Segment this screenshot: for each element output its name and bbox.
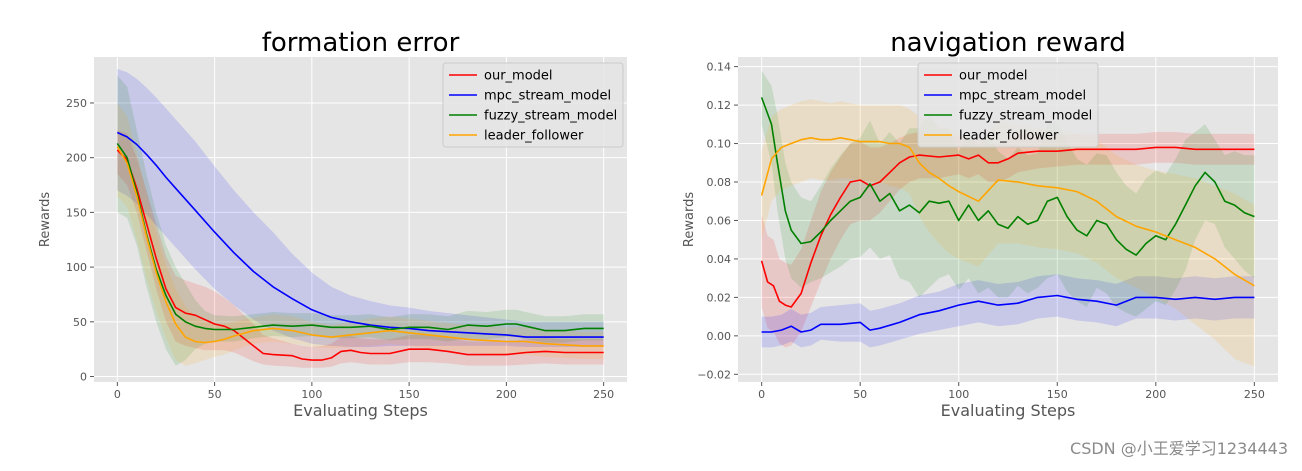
legend-box: [442, 62, 624, 148]
x-tick-label: 250: [593, 388, 614, 401]
legend-label-fuzzy_stream_model: fuzzy_stream_model: [959, 109, 1092, 124]
chart-panel-1: 0 50 100 150 200 250 0 50 100 150 200 250 formation …: [38, 28, 627, 420]
y-tick-label: 0.04: [707, 253, 732, 266]
series-line-mpc_stream_model: [761, 294, 1255, 333]
x-axis-label: Evaluating Steps: [293, 401, 428, 420]
series-line-mpc_stream_model: [116, 131, 604, 338]
y-tick-label: 200: [66, 152, 87, 165]
series-line-fuzzy_stream_model: [116, 142, 604, 332]
x-tick-label: 150: [399, 388, 420, 401]
band-leader_follower: [117, 103, 604, 366]
x-tick-label: 100: [301, 388, 322, 401]
legend-label-leader_follower: leader_follower: [959, 129, 1059, 144]
x-tick-label: 200: [496, 388, 517, 401]
band-mpc_stream_model: [761, 274, 1255, 348]
band-fuzzy_stream_model: [761, 70, 1255, 317]
series-line-fuzzy_stream_model: [760, 97, 1255, 256]
x-axis-label: Evaluating Steps: [941, 401, 1076, 420]
series-line-our_model: [760, 146, 1255, 308]
chart-title: formation error: [262, 28, 460, 58]
band-mpc_stream_model: [117, 69, 604, 347]
legend: our_model mpc_stream_model fuzzy_stream_mo…: [917, 62, 1099, 148]
y-tick-label: 0.06: [707, 214, 732, 227]
y-tick-label: 0.02: [707, 291, 732, 304]
band-our_model: [761, 132, 1255, 348]
y-tick-label: 150: [66, 206, 87, 219]
x-tick-label: 50: [208, 388, 222, 401]
y-axis-label: Rewards: [38, 192, 53, 247]
series-line-leader_follower: [760, 137, 1255, 287]
x-tick-label: 100: [948, 388, 969, 401]
y-tick-label: 0: [80, 371, 87, 384]
x-tick-label: 50: [853, 388, 867, 401]
chart-title: navigation reward: [890, 28, 1126, 58]
y-axis-label: Rewards: [682, 192, 697, 247]
y-tick-label: 0.10: [707, 138, 732, 151]
watermark: CSDN @小王爱学习1234443: [1070, 439, 1288, 458]
series-line-leader_follower: [116, 146, 604, 347]
chart-panel-2: 0 50 100 150 200 250 −0.02 0.00 0.02 0.04 0.06 0.08…: [682, 28, 1278, 420]
y-tick-label: 0.12: [707, 99, 732, 112]
legend-label-leader_follower: leader_follower: [484, 129, 584, 144]
y-tick-label: 0.00: [707, 330, 732, 343]
y-tick-label: 0.08: [707, 176, 732, 189]
band-leader_follower: [761, 99, 1255, 367]
x-tick-label: 150: [1047, 388, 1068, 401]
legend-label-mpc_stream_model: mpc_stream_model: [484, 89, 611, 104]
x-tick-label: 200: [1145, 388, 1166, 401]
legend-box: [917, 62, 1099, 148]
legend-label-our_model: our_model: [484, 69, 553, 84]
x-tick-label: 0: [114, 388, 121, 401]
y-tick-label: 50: [73, 316, 87, 329]
legend-label-our_model: our_model: [959, 69, 1028, 84]
legend-label-mpc_stream_model: mpc_stream_model: [959, 89, 1086, 104]
y-tick-label: 100: [66, 261, 87, 274]
legend-label-fuzzy_stream_model: fuzzy_stream_model: [484, 109, 617, 124]
x-tick-label: 250: [1244, 388, 1265, 401]
series-line-our_model: [116, 149, 604, 361]
y-tick-label: −0.02: [697, 368, 731, 381]
y-tick-label: 250: [66, 97, 87, 110]
legend: our_model mpc_stream_model fuzzy_stream_mo…: [442, 62, 624, 148]
y-tick-label: 0.14: [707, 61, 732, 74]
x-tick-label: 0: [758, 388, 765, 401]
